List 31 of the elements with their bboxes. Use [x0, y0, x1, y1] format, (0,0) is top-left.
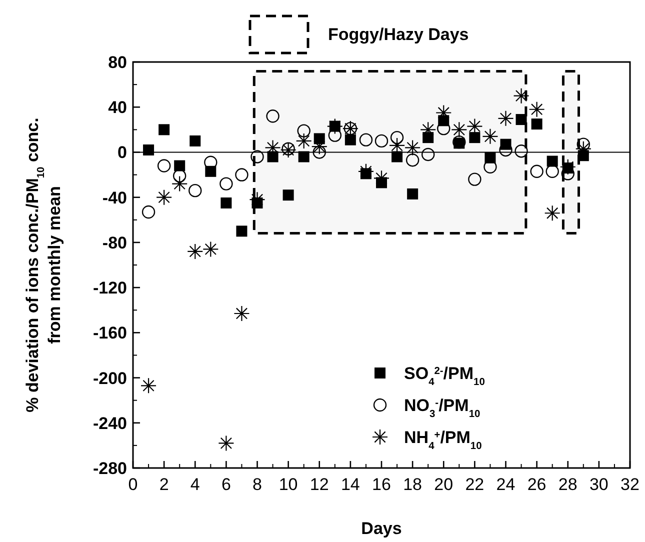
y-tick-label: 80	[108, 53, 127, 72]
y-tick-label: 40	[108, 98, 127, 118]
x-tick-label: 26	[527, 475, 546, 494]
y-tick-label: -80	[102, 233, 127, 252]
x-tick-label: 18	[403, 475, 422, 494]
x-tick-label: 24	[496, 475, 516, 494]
y-tick-label: 0	[118, 143, 127, 162]
x-tick-label: 20	[434, 475, 454, 494]
x-tick-label: 14	[340, 475, 360, 494]
legend-label: SO$_{4}$$^{2-}$/PM$_{10}$	[404, 364, 486, 388]
y-tick-label: -200	[92, 368, 127, 388]
x-tick-label: 32	[620, 475, 640, 494]
x-tick-label: 8	[252, 475, 262, 494]
x-tick-label: 4	[190, 475, 200, 494]
x-tick-label: 2	[159, 475, 169, 494]
x-tick-label: 28	[558, 475, 578, 494]
text: Foggy/Hazy Days	[328, 25, 469, 44]
x-tick-label: 22	[465, 475, 484, 494]
x-tick-label: 12	[310, 475, 329, 494]
x-axis-title: Days	[361, 519, 402, 538]
legend-label: NH$_{4}$$^{+}$/PM$_{10}$	[404, 428, 482, 452]
y-tick-label: -160	[92, 324, 127, 343]
x-tick-label: 10	[278, 475, 298, 494]
x-tick-label: 30	[589, 475, 608, 494]
y-tick-label: -280	[92, 459, 127, 478]
y-tick-label: -240	[92, 414, 127, 433]
y-tick-label: -120	[92, 278, 127, 298]
y-tick-label: -40	[102, 188, 127, 208]
x-tick-label: 6	[221, 475, 231, 494]
legend-label: NO$_{3}$$^{-}$/PM$_{10}$	[404, 396, 480, 420]
x-tick-label: 16	[372, 475, 391, 494]
